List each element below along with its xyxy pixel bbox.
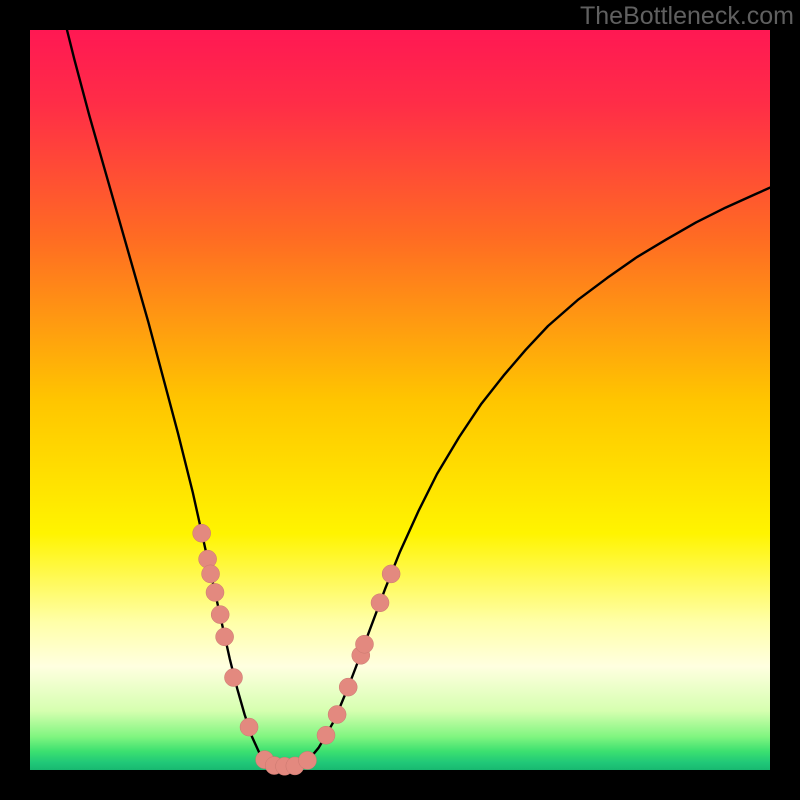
- curve-marker: [355, 635, 373, 653]
- chart-svg: [0, 0, 800, 800]
- curve-marker: [225, 669, 243, 687]
- curve-marker: [193, 524, 211, 542]
- curve-marker: [211, 606, 229, 624]
- curve-marker: [240, 718, 258, 736]
- curve-marker: [206, 583, 224, 601]
- plot-background: [30, 30, 770, 770]
- curve-marker: [317, 726, 335, 744]
- curve-marker: [382, 565, 400, 583]
- curve-marker: [299, 751, 317, 769]
- chart-frame: TheBottleneck.com: [0, 0, 800, 800]
- watermark-text: TheBottleneck.com: [580, 2, 794, 31]
- curve-marker: [216, 628, 234, 646]
- curve-marker: [371, 594, 389, 612]
- curve-marker: [202, 565, 220, 583]
- curve-marker: [339, 678, 357, 696]
- curve-marker: [328, 706, 346, 724]
